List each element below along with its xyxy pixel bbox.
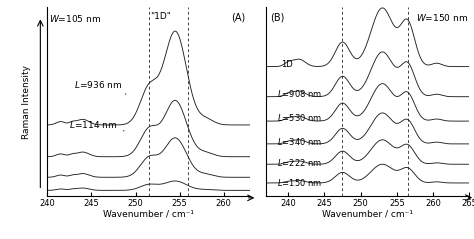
Text: 1D: 1D (281, 60, 292, 69)
Text: "1D": "1D" (150, 12, 171, 21)
X-axis label: Wavenumber / cm⁻¹: Wavenumber / cm⁻¹ (322, 209, 413, 218)
Text: (A): (A) (232, 13, 246, 23)
Text: $L$=936 nm: $L$=936 nm (74, 79, 126, 94)
Text: (B): (B) (270, 12, 284, 22)
Y-axis label: Raman Intensity: Raman Intensity (22, 65, 31, 139)
Text: $W$=150 nm: $W$=150 nm (416, 12, 468, 23)
Text: $L$=908 nm: $L$=908 nm (277, 88, 322, 99)
Text: $L$=530 nm: $L$=530 nm (277, 112, 322, 123)
Text: $L$=222 nm: $L$=222 nm (277, 157, 322, 168)
Text: $L$=150 nm: $L$=150 nm (277, 177, 322, 188)
Text: $W$=105 nm: $W$=105 nm (49, 13, 101, 24)
X-axis label: Wavenumber / cm⁻¹: Wavenumber / cm⁻¹ (103, 209, 194, 218)
Text: $L$=114 nm: $L$=114 nm (70, 120, 124, 131)
Text: $L$=340 nm: $L$=340 nm (277, 136, 322, 147)
